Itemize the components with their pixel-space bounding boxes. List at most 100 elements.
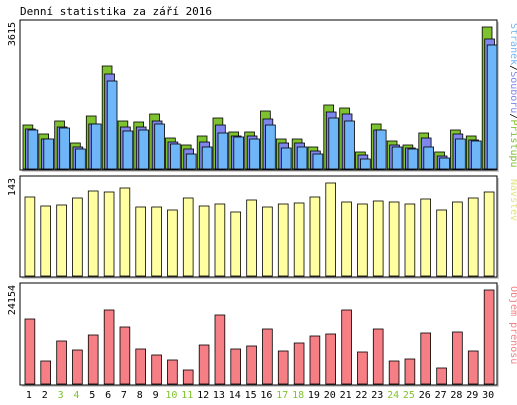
bar-volume-1-day-26	[420, 332, 431, 385]
day-label-20: 20	[324, 390, 336, 401]
bar-volume-1-day-6	[103, 309, 115, 385]
bar-visits-1-day-23	[372, 200, 384, 277]
bar-visits-1-day-11	[182, 197, 194, 277]
bar-visits-1-day-30	[483, 191, 495, 277]
bar-hits-3-day-6	[106, 80, 118, 170]
bar-volume-1-day-2	[40, 360, 51, 385]
day-label-8: 8	[137, 390, 143, 401]
bar-visits-1-day-22	[357, 203, 368, 277]
bar-hits-3-day-20	[328, 117, 339, 170]
bar-hits-3-day-29	[470, 140, 482, 170]
day-label-9: 9	[153, 390, 159, 401]
bar-visits-1-day-2	[40, 205, 51, 277]
bar-visits-1-day-13	[214, 203, 226, 277]
bar-volume-1-day-16	[262, 328, 273, 385]
bar-volume-1-day-29	[467, 350, 479, 385]
day-label-19: 19	[308, 390, 320, 401]
legend-visits: Návštěv	[508, 179, 517, 221]
day-label-5: 5	[89, 390, 95, 401]
bar-hits-3-day-11	[185, 153, 197, 170]
bar-volume-1-day-9	[151, 354, 162, 385]
bar-hits-3-day-5	[90, 123, 102, 170]
bar-visits-1-day-20	[325, 182, 336, 277]
bar-visits-1-day-26	[420, 198, 431, 277]
day-label-4: 4	[73, 390, 79, 401]
bar-volume-1-day-22	[357, 351, 368, 385]
day-label-14: 14	[229, 390, 241, 401]
bar-hits-3-day-26	[423, 146, 434, 170]
bar-hits-3-day-18	[296, 146, 308, 170]
bar-visits-1-day-21	[341, 201, 352, 277]
chart-title: Denní statistika za září 2016	[20, 5, 212, 18]
bar-hits-3-day-30	[486, 44, 498, 170]
bar-volume-1-day-8	[135, 348, 147, 385]
bar-volume-1-day-13	[214, 314, 226, 385]
bar-volume-1-day-7	[119, 326, 131, 385]
bar-hits-3-day-13	[217, 132, 229, 170]
bar-volume-1-day-30	[483, 289, 495, 385]
bar-visits-1-day-15	[246, 199, 257, 277]
bar-volume-1-day-12	[198, 344, 210, 385]
bar-visits-1-day-17	[277, 203, 289, 277]
bar-hits-3-day-9	[154, 123, 165, 170]
bar-visits-1-day-19	[309, 196, 321, 277]
day-label-6: 6	[105, 390, 111, 401]
bar-visits-1-day-7	[119, 187, 131, 277]
y-max-label: 24154	[7, 285, 18, 315]
day-label-27: 27	[435, 390, 447, 401]
bar-volume-1-day-1	[24, 318, 36, 385]
day-label-28: 28	[450, 390, 462, 401]
bar-hits-3-day-15	[249, 138, 260, 170]
legend-hits: Stránek/Souborů/Přístupů	[508, 23, 517, 168]
legend-separator: /	[508, 113, 517, 119]
y-max-label: 143	[7, 178, 18, 196]
bar-hits-3-day-4	[75, 148, 86, 170]
bar-volume-1-day-10	[167, 359, 178, 385]
bar-volume-1-day-21	[341, 309, 352, 385]
bar-hits-3-day-7	[122, 130, 134, 170]
bar-hits-3-day-22	[360, 158, 371, 170]
bar-hits-3-day-28	[455, 138, 466, 170]
day-label-30: 30	[482, 390, 494, 401]
bar-hits-3-day-16	[265, 124, 276, 170]
legend-entry: Návštěv	[508, 179, 517, 221]
bar-visits-1-day-1	[24, 196, 36, 277]
day-label-10: 10	[165, 390, 177, 401]
day-label-18: 18	[292, 390, 304, 401]
bar-visits-1-day-9	[151, 206, 162, 277]
bar-visits-1-day-25	[404, 203, 416, 277]
day-label-15: 15	[245, 390, 257, 401]
bar-volume-1-day-20	[325, 333, 336, 385]
day-axis-labels: 1 2 3 4 5 6 7 8 9 10 11 12 13 14 15 16 17 18 19 20 21 22 23 24 2…	[26, 390, 494, 401]
bar-hits-3-day-21	[344, 120, 355, 170]
bar-visits-1-day-14	[230, 211, 242, 277]
day-label-16: 16	[260, 390, 272, 401]
bar-hits-3-day-2	[43, 138, 54, 170]
bar-volume-1-day-3	[56, 340, 67, 385]
bar-volume-1-day-14	[230, 348, 242, 385]
day-label-21: 21	[340, 390, 352, 401]
bar-visits-1-day-18	[293, 202, 305, 277]
bar-volume-1-day-27	[436, 367, 447, 385]
bar-volume-1-day-24	[388, 360, 400, 385]
bar-visits-1-day-24	[388, 201, 400, 277]
bar-hits-3-day-3	[59, 127, 70, 170]
day-label-11: 11	[181, 390, 193, 401]
bar-volume-1-day-5	[87, 334, 99, 385]
bar-visits-1-day-10	[167, 209, 178, 277]
bar-visits-1-day-5	[87, 190, 99, 277]
day-label-25: 25	[403, 390, 415, 401]
bar-hits-3-day-8	[138, 129, 150, 170]
bar-volume-1-day-18	[293, 342, 305, 385]
day-label-17: 17	[276, 390, 288, 401]
bar-hits-3-day-25	[407, 148, 419, 170]
legend-entry: Souborů	[508, 71, 517, 113]
bar-hits-3-day-17	[280, 147, 292, 170]
day-label-23: 23	[371, 390, 383, 401]
day-label-26: 26	[419, 390, 431, 401]
day-label-1: 1	[26, 390, 32, 401]
